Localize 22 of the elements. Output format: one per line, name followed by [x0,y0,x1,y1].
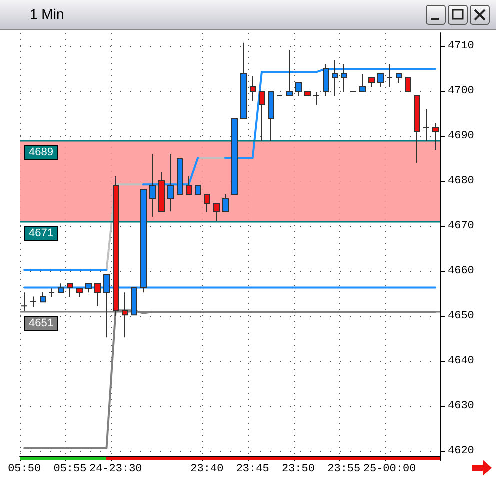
x-tick-label: 05:50 [8,464,42,476]
y-tick-label: 4690 [448,130,474,142]
y-tick-label: 4700 [448,86,474,98]
ref-line-label: 4671 [29,228,54,240]
x-tick-label: 23:40 [190,464,224,476]
x-tick-label: 24-23:30 [89,464,142,476]
x-tick-label: 05:55 [54,464,87,476]
y-tick-label: 4660 [448,266,474,278]
chart-title: 1 Min [30,6,64,22]
ref-line-label: 4651 [29,318,54,330]
x-tick-label: 25-00:00 [363,464,416,476]
ref-line-label: 4689 [29,146,54,158]
y-tick-label: 4650 [448,310,474,322]
x-tick-label: 23:50 [282,464,315,476]
x-tick-label: 23:55 [328,464,361,476]
y-tick-label: 4620 [448,446,474,458]
y-tick-label: 4630 [448,400,474,412]
y-tick-label: 4710 [448,40,474,52]
y-tick-label: 4670 [448,220,474,232]
x-tick-label: 23:45 [236,464,270,476]
y-tick-label: 4640 [448,356,474,368]
y-tick-label: 4680 [448,176,474,188]
